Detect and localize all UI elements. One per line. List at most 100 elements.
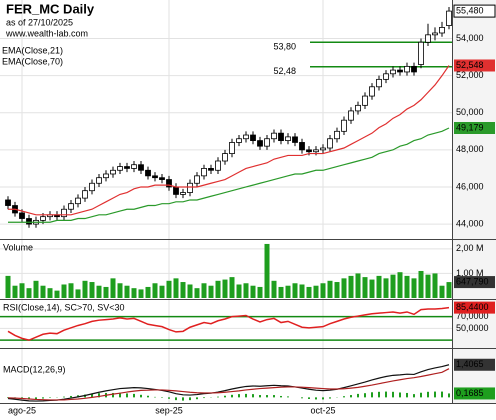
volume-bar: [194, 288, 200, 298]
histogram-bar: [259, 395, 261, 398]
histogram-bar: [385, 391, 387, 398]
volume-bar: [264, 243, 270, 298]
value-label: 55,480: [456, 5, 484, 15]
value-box-border: [453, 4, 496, 18]
histogram-bar: [301, 397, 303, 399]
panel-title: Volume: [3, 242, 33, 252]
histogram-bar: [245, 393, 247, 398]
volume-bar: [250, 285, 256, 298]
y-tick-label: 48,000: [456, 144, 484, 154]
volume-bar: [348, 275, 354, 298]
y-tick-label: 50,000: [456, 107, 484, 117]
volume-bar: [383, 278, 389, 298]
candle-body: [257, 140, 263, 147]
histogram-bar: [287, 396, 289, 398]
histogram-bar: [42, 397, 44, 399]
candle-body: [222, 153, 228, 162]
volume-bar: [362, 277, 368, 298]
histogram-bar: [28, 397, 30, 400]
histogram-bar: [371, 392, 373, 398]
volume-bar: [40, 285, 46, 298]
candle-body: [61, 208, 67, 218]
candle-body: [26, 218, 32, 225]
candle-body: [243, 134, 249, 140]
volume-bar: [299, 284, 305, 298]
volume-bar: [208, 285, 214, 298]
value-box: [454, 5, 495, 18]
volume-bar: [138, 289, 144, 298]
volume-bar: [285, 285, 291, 298]
volume-bar: [26, 288, 32, 298]
candle-body: [348, 110, 354, 121]
histogram-bar: [70, 395, 72, 398]
histogram-bar: [35, 397, 37, 399]
volume-bar: [418, 270, 424, 298]
candle-body: [208, 168, 214, 171]
histogram-bar: [133, 393, 135, 398]
volume-bar: [68, 283, 74, 298]
volume-bar: [180, 282, 186, 298]
histogram-bar: [126, 393, 128, 398]
level-label: 53,80: [273, 42, 296, 52]
volume-bar: [446, 282, 452, 298]
volume-bar: [152, 283, 158, 298]
value-box: [454, 358, 495, 371]
candle-body: [418, 41, 424, 65]
volume-bar: [117, 283, 123, 298]
volume-bar: [166, 280, 172, 298]
candle-body: [425, 34, 431, 43]
candle-body: [110, 169, 116, 175]
volume-bar: [334, 282, 340, 298]
candle-body: [187, 182, 193, 193]
volume-bar: [306, 286, 312, 298]
volume-bar: [222, 279, 228, 298]
candle-body: [404, 65, 410, 73]
histogram-bar: [413, 394, 415, 398]
candle-body: [5, 199, 11, 206]
candle-body: [180, 192, 186, 195]
site: www.wealth-lab.com: [5, 28, 88, 38]
volume-bar: [243, 283, 249, 298]
candle-body: [292, 136, 298, 143]
volume-bar: [229, 277, 235, 298]
candle-body: [173, 186, 179, 195]
candle-body: [201, 168, 207, 177]
candle-body: [215, 160, 221, 171]
candle-body: [236, 138, 242, 143]
candle-body: [432, 32, 438, 36]
volume-bar: [432, 273, 438, 298]
histogram-bar: [217, 396, 219, 398]
candle-body: [250, 134, 256, 141]
volume-bar: [145, 286, 151, 298]
volume-bar: [271, 280, 277, 298]
y-tick-label: 46,000: [456, 181, 484, 191]
candle-body: [355, 104, 361, 112]
value-box: [454, 387, 495, 400]
value-box: [454, 59, 495, 72]
histogram-bar: [329, 397, 331, 399]
volume-bar: [355, 273, 361, 298]
volume-bar: [82, 280, 88, 298]
candle-body: [103, 173, 109, 179]
histogram-bar: [119, 392, 121, 398]
volume-bar: [201, 283, 207, 298]
candle-body: [341, 119, 347, 132]
candle-body: [334, 130, 340, 140]
panel-title: MACD(12,26,9): [3, 364, 66, 374]
labels: 44,000 46,000 48,000 50,000 52,000 54,000 53,8…: [8, 4, 496, 415]
y-tick-label: 70,0000: [456, 311, 489, 321]
volume-bar: [313, 285, 319, 298]
histogram-bar: [364, 393, 366, 398]
candle-body: [229, 142, 235, 154]
candle-body: [313, 149, 319, 153]
candle-body: [285, 136, 291, 141]
histogram-bar: [140, 394, 142, 398]
value-label: 0,1685: [456, 388, 484, 398]
histogram-bar: [392, 391, 394, 398]
legend-entry: EMA(Close,70): [2, 56, 63, 66]
histogram-bar: [63, 396, 65, 398]
candle-body: [96, 177, 102, 184]
candle-body: [124, 166, 130, 169]
histogram-bar: [231, 394, 233, 398]
candle-body: [131, 164, 137, 169]
